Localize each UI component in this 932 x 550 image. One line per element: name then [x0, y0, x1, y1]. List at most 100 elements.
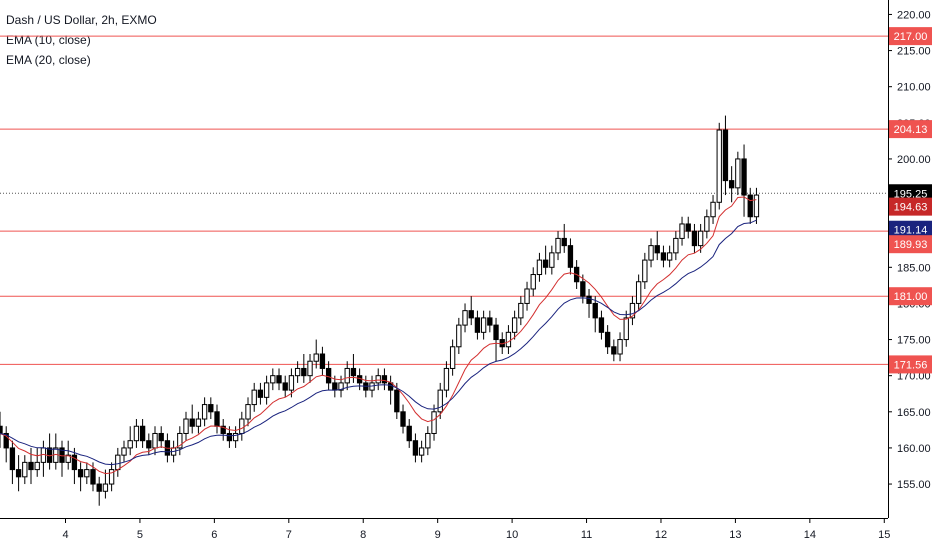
candle-body	[301, 367, 307, 377]
candle-body	[530, 274, 536, 290]
candle-body	[660, 252, 667, 261]
candle-body	[22, 461, 28, 478]
candle-body	[691, 230, 698, 247]
candle-body	[462, 310, 468, 326]
candle-body	[9, 447, 16, 471]
y-tick-label: 215.00	[897, 46, 931, 58]
candle-body	[146, 440, 152, 449]
candle-body	[282, 382, 288, 391]
price-badge-label: 195.25	[894, 188, 928, 200]
candle-body	[418, 447, 425, 456]
x-tick-label: 7	[286, 529, 292, 541]
candle-body	[177, 432, 183, 449]
candle-body	[195, 418, 202, 427]
candle-body	[474, 317, 481, 333]
x-tick-label: 8	[360, 529, 366, 541]
candle-body	[604, 331, 611, 348]
price-badge-label: 189.93	[894, 239, 928, 251]
candle-body	[722, 129, 729, 182]
price-badge-label: 191.14	[894, 225, 928, 237]
candle-body	[121, 447, 127, 456]
candle-body	[710, 201, 716, 218]
candle-body	[189, 418, 195, 427]
candle-body	[611, 346, 617, 355]
candle-body	[697, 230, 704, 247]
price-badge	[889, 27, 932, 46]
candle-body	[108, 469, 115, 485]
candle-body	[518, 302, 524, 319]
candle-body	[524, 288, 530, 304]
candle-body	[685, 223, 691, 232]
candle-body	[3, 432, 9, 449]
x-tick-label: 10	[506, 529, 518, 541]
candle-body	[28, 461, 34, 471]
x-tick-label: 5	[137, 529, 143, 541]
candle-body	[232, 432, 239, 442]
candle-body	[561, 237, 567, 247]
candle-body	[747, 194, 753, 218]
candle-body	[567, 245, 574, 268]
y-tick-label: 200.00	[897, 154, 931, 166]
candle-body	[623, 317, 629, 341]
y-tick-label: 175.00	[897, 335, 931, 347]
candle-body	[239, 418, 245, 434]
candle-body	[220, 425, 226, 434]
chart-title: Dash / US Dollar, 2h, EXMO	[6, 13, 157, 27]
candle-body	[580, 281, 586, 297]
x-tick-label: 13	[729, 529, 741, 541]
candle-body	[102, 483, 109, 492]
candle-body	[629, 302, 636, 319]
candle-body	[456, 324, 462, 348]
candle-body	[245, 404, 251, 420]
candle-body	[536, 259, 543, 276]
candle-body	[412, 440, 419, 456]
candle-body	[586, 295, 592, 304]
x-tick-label: 6	[211, 529, 217, 541]
y-tick-label: 160.00	[897, 443, 931, 455]
candle-body	[183, 418, 189, 434]
candle-body	[257, 389, 264, 398]
candle-body	[127, 440, 133, 449]
price-badge-label: 181.00	[894, 291, 928, 303]
candle-body	[654, 245, 660, 254]
candle-body	[431, 411, 437, 434]
candle-body	[735, 158, 741, 189]
candle-body	[270, 375, 276, 384]
candle-body	[679, 223, 685, 239]
y-tick-label: 210.00	[897, 82, 931, 94]
candle-body	[77, 469, 84, 478]
price-badge-label: 171.56	[894, 359, 928, 371]
candle-body	[673, 237, 679, 254]
candle-body	[425, 432, 431, 449]
candle-body	[263, 382, 270, 398]
price-badge	[889, 235, 932, 254]
x-tick-label: 14	[804, 529, 816, 541]
candle-body	[208, 404, 214, 413]
candle-body	[375, 375, 381, 384]
price-badge	[889, 287, 932, 306]
candle-body	[34, 461, 40, 471]
candle-body	[251, 389, 257, 406]
legend-ema-20: EMA (20, close)	[6, 53, 91, 67]
candle-body	[133, 425, 140, 442]
x-tick-label: 11	[581, 529, 592, 541]
y-tick-label: 165.00	[897, 407, 931, 419]
candle-body	[344, 367, 350, 384]
x-tick-label: 9	[435, 529, 441, 541]
candle-body	[226, 432, 233, 442]
candle-body	[741, 158, 747, 196]
candle-body	[642, 259, 648, 283]
candle-body	[276, 375, 282, 384]
candle-body	[214, 411, 220, 427]
candle-body	[511, 317, 518, 333]
candle-body	[666, 252, 673, 261]
candle-body	[443, 367, 450, 391]
candle-body	[635, 281, 642, 304]
candle-body	[381, 375, 388, 384]
candle-body	[400, 411, 406, 427]
candle-body	[158, 432, 164, 442]
candle-body	[394, 389, 400, 413]
candle-body	[592, 302, 598, 319]
y-tick-label: 185.00	[897, 262, 931, 274]
